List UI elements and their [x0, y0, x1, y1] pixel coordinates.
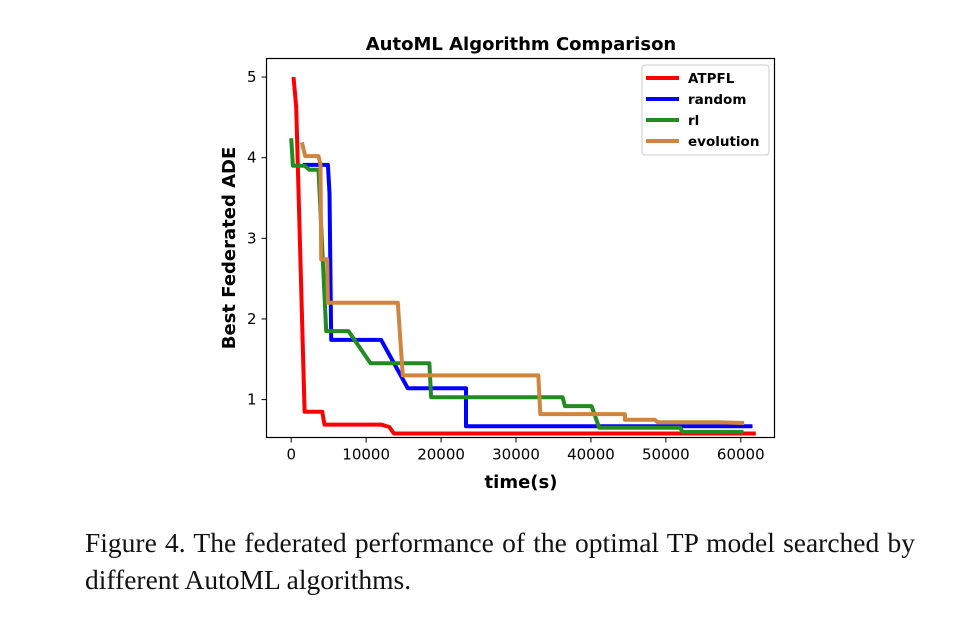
figure-caption: Figure 4. The federated performance of t… — [85, 527, 915, 595]
y-tick-label: 2 — [247, 310, 257, 328]
legend-box — [641, 64, 770, 156]
x-tick-label: 30000 — [492, 446, 540, 464]
x-tick-label: 40000 — [567, 446, 615, 464]
x-axis-label: time(s) — [485, 472, 558, 493]
series-line-evolution — [299, 141, 745, 425]
chart: AutoML Algorithm Comparison time(s) Best… — [219, 34, 776, 493]
x-tick-label: 20000 — [417, 446, 465, 464]
legend-label: evolution — [688, 134, 759, 150]
x-tick-label: 50000 — [642, 446, 690, 464]
y-tick-label: 4 — [247, 149, 257, 167]
legend-label: rl — [688, 113, 699, 129]
plot-frame — [265, 57, 776, 439]
legend: ATPFL random rl evolution — [641, 64, 770, 156]
x-tick-label: 10000 — [342, 446, 390, 464]
y-tick-label: 5 — [247, 68, 257, 86]
y-tick-label: 1 — [247, 391, 257, 409]
legend-label: ATPFL — [688, 71, 735, 87]
chart-title: AutoML Algorithm Comparison — [366, 34, 677, 55]
x-tick-label: 0 — [286, 446, 296, 464]
series-line-rl — [289, 138, 744, 434]
series-line-atpfl — [291, 76, 756, 436]
series-line-random — [302, 162, 753, 429]
x-tick-label: 60000 — [717, 446, 765, 464]
y-tick-label: 3 — [247, 229, 257, 247]
y-axis-label: Best Federated ADE — [219, 147, 240, 350]
legend-label: random — [688, 92, 746, 108]
